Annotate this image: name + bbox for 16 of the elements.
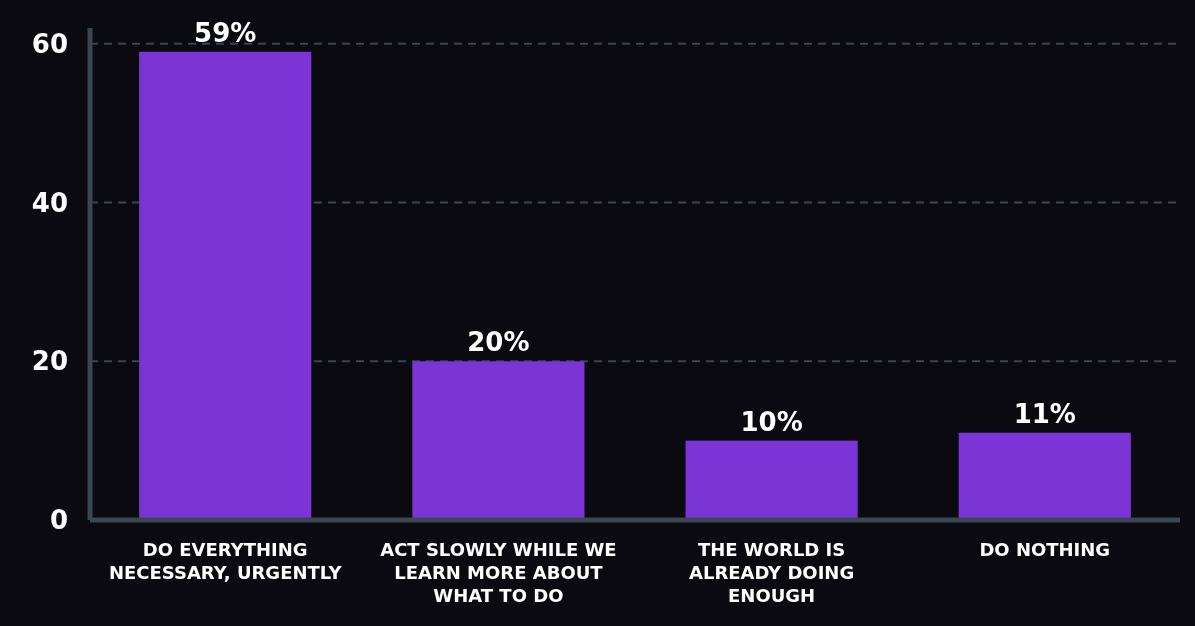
- x-tick-label: THE WORLD IS ALREADY DOING ENOUGH: [688, 539, 855, 606]
- y-tick-label: 0: [49, 505, 68, 536]
- bar: [685, 440, 858, 520]
- y-tick-label: 20: [31, 346, 68, 377]
- bar: [412, 361, 585, 520]
- data-label: 10%: [740, 406, 803, 437]
- x-tick-label: DO NOTHING: [979, 539, 1111, 560]
- bar: [958, 432, 1131, 520]
- data-label: 20%: [467, 327, 530, 358]
- bar: [139, 51, 312, 520]
- x-tick-label: ACT SLOWLY WHILE WE LEARN MORE ABOUT WHAT TO DO: [380, 539, 617, 606]
- data-label: 59%: [194, 17, 257, 48]
- data-label: 11%: [1013, 398, 1076, 429]
- y-tick-label: 60: [31, 28, 68, 59]
- y-tick-label: 40: [31, 187, 68, 218]
- x-tick-label: DO EVERYTHING NECESSARY, URGENTLY: [108, 539, 343, 583]
